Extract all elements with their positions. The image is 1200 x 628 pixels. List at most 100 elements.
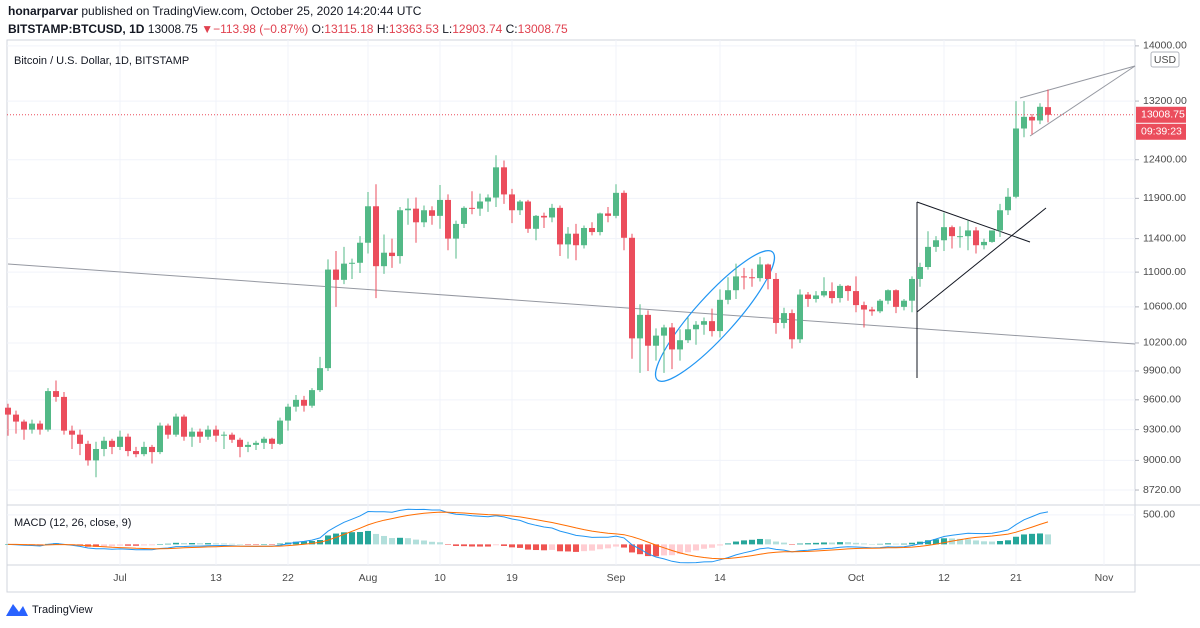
candle-body: [197, 431, 203, 437]
macd-histogram-bar: [245, 544, 251, 545]
x-tick-label: Nov: [1095, 572, 1114, 584]
macd-histogram-bar: [1045, 534, 1051, 545]
candle-body: [341, 263, 347, 280]
macd-histogram-bar: [1037, 533, 1043, 545]
macd-histogram-bar: [789, 544, 795, 545]
candle-body: [669, 327, 675, 350]
macd-histogram-bar: [885, 543, 891, 545]
macd-histogram-bar: [349, 532, 355, 545]
y-tick-label: 9600.00: [1143, 394, 1181, 406]
candle-body: [677, 340, 683, 350]
candle-body: [1013, 128, 1019, 197]
candle-body: [373, 206, 379, 267]
candle-body: [557, 207, 563, 245]
macd-histogram-bar: [597, 544, 603, 550]
candle-body: [933, 240, 939, 247]
macd-histogram-bar: [525, 544, 531, 550]
candle-body: [613, 192, 619, 216]
y-tick-label: 14000.00: [1143, 40, 1187, 52]
y-tick-label: 10200.00: [1143, 337, 1187, 349]
candle-body: [213, 429, 219, 436]
macd-histogram-bar: [133, 544, 139, 546]
macd-histogram-bar: [493, 544, 499, 546]
candle-body: [69, 430, 75, 435]
macd-histogram-bar: [253, 544, 259, 545]
macd-histogram-bar: [205, 543, 211, 545]
candle-body: [597, 213, 603, 233]
candle-body: [77, 434, 83, 444]
candle-body: [157, 425, 163, 453]
macd-histogram-bar: [469, 544, 475, 547]
candle-body: [733, 276, 739, 291]
macd-histogram-bar: [117, 544, 123, 546]
y-tick-label: 9900.00: [1143, 365, 1181, 377]
candle-body: [589, 227, 595, 233]
macd-histogram-bar: [477, 544, 483, 547]
macd-histogram-bar: [341, 532, 347, 545]
macd-histogram-bar: [405, 538, 411, 545]
brand-name: TradingView: [32, 604, 93, 616]
macd-histogram-bar: [845, 542, 851, 545]
candle-body: [805, 294, 811, 299]
currency-box: [1150, 51, 1180, 68]
candle-body: [205, 429, 211, 437]
macd-histogram-bar: [277, 543, 283, 545]
candle-body: [509, 194, 515, 211]
price-tags: 13008.75 09:39:23: [1136, 106, 1186, 140]
macd-histogram-bar: [197, 543, 203, 545]
candle-body: [765, 264, 771, 279]
macd-histogram-bar: [141, 544, 147, 546]
candle-body: [1045, 107, 1051, 115]
candle-body: [829, 291, 835, 299]
l-label: L:: [442, 22, 452, 36]
candle-body: [229, 434, 235, 440]
candle-body: [1029, 116, 1035, 121]
signal-line: [8, 511, 1049, 560]
candle-body: [301, 399, 307, 406]
candle-body: [117, 436, 123, 447]
macd-histogram-bar: [549, 544, 555, 550]
macd-histogram-bar: [381, 535, 387, 545]
logo: [6, 604, 28, 616]
candle-body: [5, 407, 11, 415]
macd-histogram-bar: [421, 540, 427, 545]
candle-body: [285, 406, 291, 421]
candle-body: [901, 300, 907, 307]
c-label: C:: [506, 22, 518, 36]
macd-histogram-bar: [877, 543, 883, 545]
drawings: [7, 65, 1136, 382]
candle-body: [645, 314, 651, 346]
candle-body: [525, 201, 531, 229]
macd-histogram-bar: [165, 543, 171, 545]
macd-histogram-bar: [645, 544, 651, 557]
candle-body: [37, 423, 43, 430]
macd-histogram-bar: [933, 539, 939, 545]
candle-body: [309, 390, 315, 406]
x-tick-label: Aug: [359, 572, 378, 584]
candle-body: [533, 215, 539, 229]
candle-body: [325, 269, 331, 369]
brand: TradingView: [6, 604, 93, 616]
candle-body: [1037, 106, 1043, 121]
macd-line: [7, 508, 1049, 564]
macd-histogram-bar: [733, 541, 739, 545]
candle-body: [389, 252, 395, 257]
candle-body: [85, 443, 91, 461]
candle-body: [573, 233, 579, 246]
macd-histogram-bar: [1005, 540, 1011, 545]
candle-body: [773, 278, 779, 323]
candle-body: [413, 208, 419, 223]
candle-body: [181, 416, 187, 437]
candle-body: [333, 269, 339, 280]
macd-pane: [5, 508, 1051, 564]
symbol: BITSTAMP:BTCUSD, 1D: [8, 22, 145, 36]
candle-body: [877, 300, 883, 312]
macd-histogram-bar: [805, 543, 811, 545]
candle-body: [277, 420, 283, 444]
candle-body: [869, 309, 875, 312]
triangle-line: [916, 201, 1031, 243]
macd-histogram-bar: [181, 543, 187, 545]
x-tick-label: 12: [938, 572, 950, 584]
candle-body: [1021, 116, 1027, 129]
macd-histogram-bar: [1013, 536, 1019, 545]
